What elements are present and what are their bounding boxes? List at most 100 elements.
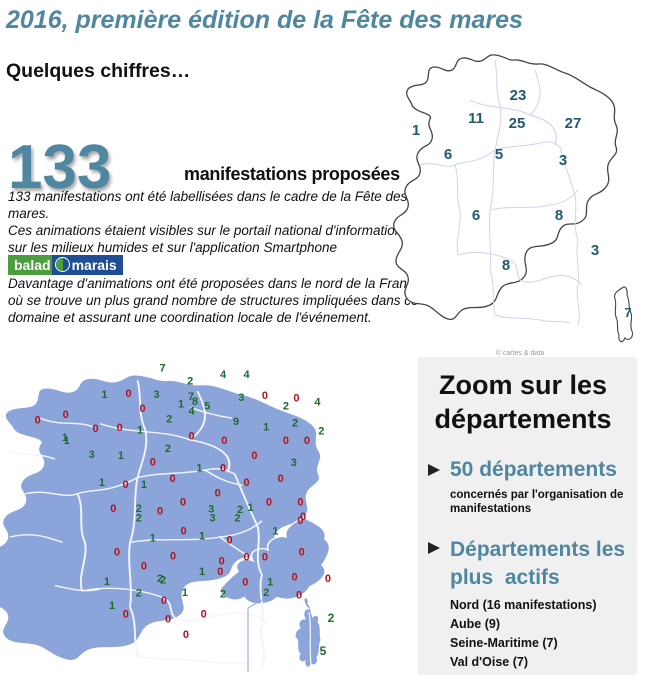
svg-text:11: 11	[468, 110, 484, 127]
svg-text:3: 3	[238, 392, 244, 404]
svg-text:1: 1	[199, 566, 205, 578]
svg-text:1: 1	[199, 531, 205, 543]
svg-text:0: 0	[219, 556, 225, 568]
svg-text:2: 2	[187, 375, 193, 387]
svg-text:2: 2	[136, 512, 142, 524]
svg-text:0: 0	[180, 497, 186, 509]
svg-text:2: 2	[166, 414, 172, 426]
svg-text:8: 8	[502, 257, 510, 274]
svg-text:0: 0	[63, 409, 69, 421]
svg-text:3: 3	[209, 512, 215, 524]
svg-text:1: 1	[137, 425, 143, 437]
svg-text:0: 0	[221, 435, 227, 447]
svg-text:2: 2	[165, 443, 171, 455]
svg-text:0: 0	[220, 463, 226, 475]
svg-text:0: 0	[188, 431, 194, 443]
svg-text:0: 0	[215, 487, 221, 499]
svg-text:0: 0	[141, 561, 147, 573]
svg-text:0: 0	[242, 577, 248, 589]
svg-text:7: 7	[159, 362, 165, 374]
svg-text:3: 3	[591, 242, 599, 259]
svg-text:1: 1	[196, 463, 202, 475]
svg-text:1: 1	[150, 533, 156, 545]
svg-text:8: 8	[555, 207, 563, 224]
svg-text:1: 1	[263, 421, 269, 433]
svg-text:0: 0	[217, 566, 223, 578]
svg-text:0: 0	[161, 595, 167, 607]
svg-text:3: 3	[208, 504, 214, 516]
svg-text:1: 1	[62, 432, 68, 444]
svg-text:1: 1	[178, 399, 184, 411]
svg-text:2: 2	[263, 587, 269, 599]
svg-text:0: 0	[226, 535, 232, 547]
svg-text:2: 2	[237, 504, 243, 516]
svg-text:0: 0	[299, 546, 305, 558]
svg-text:0: 0	[283, 435, 289, 447]
svg-text:2: 2	[136, 503, 142, 515]
svg-text:0: 0	[292, 571, 298, 583]
svg-text:1: 1	[412, 122, 420, 139]
svg-text:1: 1	[101, 389, 107, 401]
svg-text:© cartes & data: © cartes & data	[496, 349, 544, 357]
svg-text:1: 1	[64, 435, 70, 447]
svg-text:0: 0	[114, 547, 120, 559]
svg-text:0: 0	[266, 497, 272, 509]
svg-text:0: 0	[117, 422, 123, 434]
svg-text:1: 1	[247, 502, 253, 514]
svg-text:0: 0	[140, 403, 146, 415]
svg-text:0: 0	[297, 515, 303, 527]
svg-text:2: 2	[136, 587, 142, 599]
svg-text:0: 0	[181, 525, 187, 537]
svg-text:3: 3	[291, 457, 297, 469]
svg-text:4: 4	[188, 406, 195, 418]
svg-text:4: 4	[244, 369, 251, 381]
svg-text:25: 25	[509, 115, 526, 132]
svg-text:1: 1	[99, 477, 105, 489]
svg-text:0: 0	[325, 573, 331, 585]
svg-text:2: 2	[318, 425, 324, 437]
svg-text:0: 0	[293, 393, 299, 405]
svg-text:5: 5	[204, 400, 210, 412]
svg-text:0: 0	[92, 423, 98, 435]
svg-text:0: 0	[297, 497, 303, 509]
svg-text:8: 8	[192, 396, 198, 408]
svg-text:1: 1	[118, 450, 124, 462]
svg-text:0: 0	[262, 552, 268, 564]
svg-text:2: 2	[220, 588, 226, 600]
svg-text:0: 0	[304, 435, 310, 447]
svg-text:6: 6	[444, 146, 452, 163]
svg-text:0: 0	[183, 629, 189, 641]
svg-text:1: 1	[109, 600, 115, 612]
svg-text:0: 0	[278, 473, 284, 485]
svg-text:0: 0	[170, 550, 176, 562]
svg-text:1: 1	[267, 577, 273, 589]
svg-text:1: 1	[182, 587, 188, 599]
svg-text:0: 0	[262, 390, 268, 402]
svg-text:3: 3	[154, 389, 160, 401]
svg-text:7: 7	[624, 305, 631, 320]
svg-text:2: 2	[157, 573, 163, 585]
svg-text:2: 2	[292, 417, 298, 429]
svg-text:3: 3	[89, 449, 95, 461]
svg-text:0: 0	[201, 609, 207, 621]
svg-text:0: 0	[123, 609, 129, 621]
svg-text:0: 0	[170, 473, 176, 485]
svg-text:4: 4	[314, 396, 321, 408]
svg-text:0: 0	[244, 477, 250, 489]
svg-text:7: 7	[188, 391, 194, 403]
svg-text:1: 1	[272, 525, 278, 537]
svg-text:9: 9	[233, 416, 239, 428]
svg-text:0: 0	[165, 614, 171, 626]
svg-text:0: 0	[35, 415, 41, 427]
svg-text:1: 1	[104, 576, 110, 588]
svg-text:0: 0	[300, 511, 306, 523]
svg-text:0: 0	[251, 450, 257, 462]
svg-text:0: 0	[126, 388, 132, 400]
svg-text:0: 0	[244, 552, 250, 564]
svg-text:2: 2	[328, 611, 335, 625]
svg-text:0: 0	[157, 505, 163, 517]
svg-text:4: 4	[220, 369, 227, 381]
svg-text:0: 0	[150, 457, 156, 469]
svg-text:3: 3	[559, 152, 567, 169]
svg-text:1: 1	[141, 479, 147, 491]
